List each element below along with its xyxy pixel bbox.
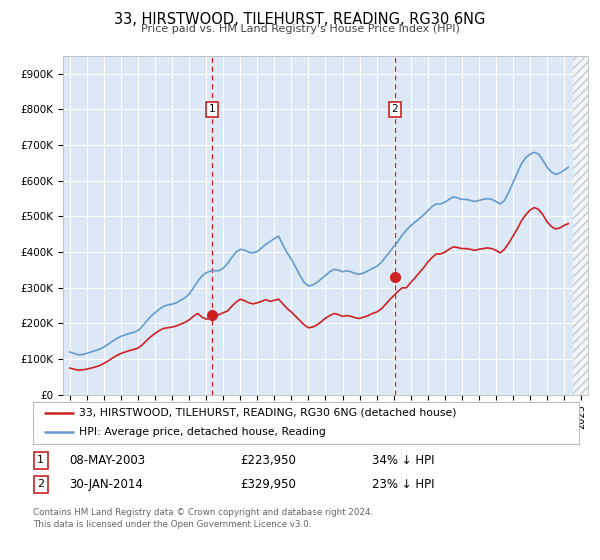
Text: 08-MAY-2003: 08-MAY-2003 xyxy=(69,454,145,467)
Text: 30-JAN-2014: 30-JAN-2014 xyxy=(69,478,143,491)
Text: 33, HIRSTWOOD, TILEHURST, READING, RG30 6NG (detached house): 33, HIRSTWOOD, TILEHURST, READING, RG30 … xyxy=(79,408,457,418)
Text: 33, HIRSTWOOD, TILEHURST, READING, RG30 6NG: 33, HIRSTWOOD, TILEHURST, READING, RG30 … xyxy=(115,12,485,27)
Text: 34% ↓ HPI: 34% ↓ HPI xyxy=(372,454,434,467)
Bar xyxy=(572,56,588,395)
Text: Price paid vs. HM Land Registry's House Price Index (HPI): Price paid vs. HM Land Registry's House … xyxy=(140,24,460,34)
Text: Contains HM Land Registry data © Crown copyright and database right 2024.
This d: Contains HM Land Registry data © Crown c… xyxy=(33,508,373,529)
Text: £329,950: £329,950 xyxy=(240,478,296,491)
Text: 2: 2 xyxy=(392,105,398,114)
Text: 23% ↓ HPI: 23% ↓ HPI xyxy=(372,478,434,491)
Text: 1: 1 xyxy=(37,455,44,465)
Text: 2: 2 xyxy=(37,479,44,489)
Text: £223,950: £223,950 xyxy=(240,454,296,467)
Text: HPI: Average price, detached house, Reading: HPI: Average price, detached house, Read… xyxy=(79,427,326,437)
Text: 1: 1 xyxy=(209,105,215,114)
